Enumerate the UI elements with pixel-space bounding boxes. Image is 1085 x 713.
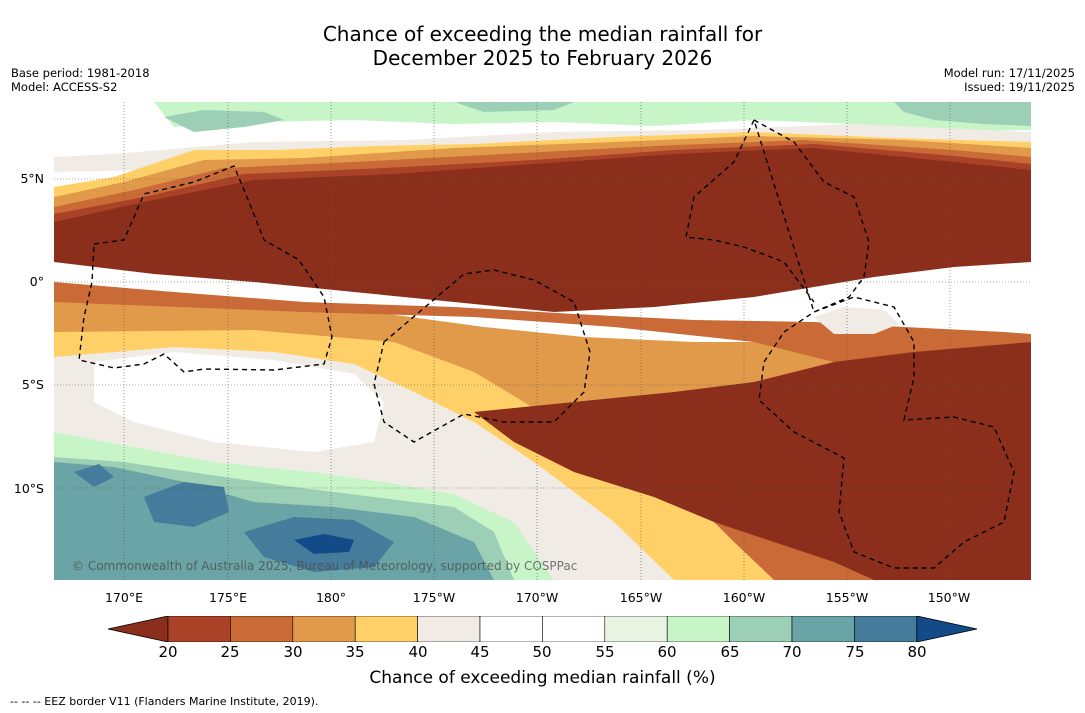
eez-borders xyxy=(78,118,1015,569)
lon-label-155w: 155°W xyxy=(825,590,869,605)
eez-footnote: -- -- -- EEZ border V11 (Flanders Marine… xyxy=(10,695,319,708)
colorbar-title: Chance of exceeding median rainfall (%) xyxy=(369,668,716,688)
region-south-white xyxy=(94,352,384,452)
colorbar-tick-40: 40 xyxy=(408,643,428,661)
lon-label-150w: 150°W xyxy=(927,590,971,605)
lon-label-180: 180° xyxy=(315,590,347,605)
colorbar-seg-20-25 xyxy=(167,616,231,642)
region-south-steel-1 xyxy=(144,482,229,527)
colorbar-tick-50: 50 xyxy=(532,643,552,661)
region-north-teal-3 xyxy=(454,102,574,112)
graticule xyxy=(54,102,1031,580)
colorbar-seg-55-60 xyxy=(604,616,668,642)
colorbar xyxy=(108,616,978,642)
region-south-dark xyxy=(474,342,1031,580)
region-central-yellow xyxy=(54,312,774,580)
title-line-2: December 2025 to February 2026 xyxy=(372,46,713,70)
lon-label-170w: 170°W xyxy=(515,590,559,605)
colorbar-tick-75: 75 xyxy=(845,643,865,661)
lat-label-5s: 5°S xyxy=(21,377,44,392)
region-south-navy xyxy=(294,534,354,554)
eez-kiribati-gilberts xyxy=(78,165,333,373)
colorbar-seg-25-30 xyxy=(230,616,294,642)
copyright-text: © Commonwealth of Australia 2025, Bureau… xyxy=(72,559,577,573)
model-name: Model: ACCESS-S2 xyxy=(11,80,118,94)
colorbar-tick-20: 20 xyxy=(158,643,178,661)
colorbar-tick-65: 65 xyxy=(720,643,740,661)
colorbar-tick-35: 35 xyxy=(345,643,365,661)
lon-label-175e: 175°E xyxy=(208,590,247,605)
colorbar-tick-70: 70 xyxy=(782,643,802,661)
chart-title: Chance of exceeding the median rainfall … xyxy=(0,22,1085,70)
colorbar-seg-35-40 xyxy=(354,616,418,642)
model-run: Model run: 17/11/2025 xyxy=(943,66,1075,80)
colorbar-tick-60: 60 xyxy=(657,643,677,661)
lat-label-10s: 10°S xyxy=(13,481,44,496)
region-north-teal-2 xyxy=(164,110,284,132)
colorbar-seg-40-45 xyxy=(417,616,481,642)
eez-phoenix xyxy=(373,269,591,443)
colorbar-extend-low xyxy=(108,616,169,642)
colorbar-seg-60-65 xyxy=(666,616,730,642)
lon-label-160w: 160°W xyxy=(722,590,766,605)
issued-date: Issued: 19/11/2025 xyxy=(964,80,1075,94)
lon-label-165w: 165°W xyxy=(619,590,663,605)
colorbar-seg-65-70 xyxy=(729,616,793,642)
region-south-steel-3 xyxy=(74,464,114,487)
region-north-teal xyxy=(894,102,1031,126)
lat-label-0: 0° xyxy=(29,274,44,289)
colorbar-seg-70-75 xyxy=(791,616,855,642)
eez-line-islands-north xyxy=(685,119,815,303)
colorbar-tick-55: 55 xyxy=(595,643,615,661)
colorbar-seg-75-80 xyxy=(854,616,918,642)
region-light-bubble xyxy=(814,307,899,334)
colorbar-tick-30: 30 xyxy=(283,643,303,661)
lon-label-170e: 170°E xyxy=(104,590,143,605)
lat-label-5n: 5°N xyxy=(20,171,44,186)
colorbar-tick-80: 80 xyxy=(907,643,927,661)
region-north-green xyxy=(154,102,1031,132)
meta-left: Base period: 1981-2018 Model: ACCESS-S2 xyxy=(11,66,150,94)
colorbar-seg-45-50 xyxy=(479,616,543,642)
title-line-1: Chance of exceeding the median rainfall … xyxy=(322,22,763,46)
rainfall-map: © Commonwealth of Australia 2025, Bureau… xyxy=(54,102,1031,580)
colorbar-seg-50-55 xyxy=(542,616,606,642)
meta-right: Model run: 17/11/2025 Issued: 19/11/2025 xyxy=(944,66,1075,94)
colorbar-tick-45: 45 xyxy=(470,643,490,661)
eez-line-islands xyxy=(752,118,1015,569)
base-period: Base period: 1981-2018 xyxy=(11,66,150,80)
lon-label-175w: 175°W xyxy=(412,590,456,605)
colorbar-extend-high xyxy=(916,616,978,642)
colorbar-seg-30-35 xyxy=(292,616,356,642)
region-main-dark-band xyxy=(54,148,1031,312)
colorbar-tick-25: 25 xyxy=(220,643,240,661)
